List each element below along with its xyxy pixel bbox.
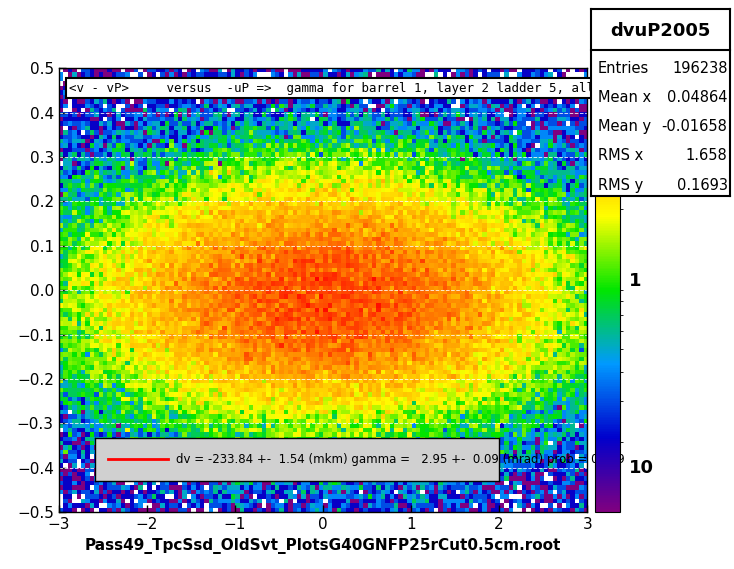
Text: Entries: Entries xyxy=(597,61,649,76)
Text: -0.01658: -0.01658 xyxy=(661,119,727,134)
Text: 1: 1 xyxy=(629,273,642,290)
Text: 10: 10 xyxy=(629,459,654,477)
Text: 196238: 196238 xyxy=(672,61,727,76)
X-axis label: Pass49_TpcSsd_OldSvt_PlotsG40GNFP25rCut0.5cm.root: Pass49_TpcSsd_OldSvt_PlotsG40GNFP25rCut0… xyxy=(84,538,562,554)
Text: 0: 0 xyxy=(629,68,640,83)
Text: 0.1693: 0.1693 xyxy=(677,178,727,192)
Text: <v - vP>     versus  -uP =>  gamma for barrel 1, layer 2 ladder 5, all wafers: <v - vP> versus -uP => gamma for barrel … xyxy=(69,81,647,94)
Text: RMS x: RMS x xyxy=(597,149,643,163)
Text: 0.04864: 0.04864 xyxy=(667,90,727,105)
Text: Mean y: Mean y xyxy=(597,119,651,134)
Text: dv = -233.84 +-  1.54 (mkm) gamma =   2.95 +-  0.09 (mrad) prob = 0.449: dv = -233.84 +- 1.54 (mkm) gamma = 2.95 … xyxy=(176,453,625,466)
Text: dvuP2005: dvuP2005 xyxy=(611,22,711,40)
Text: 1.658: 1.658 xyxy=(686,149,727,163)
Text: RMS y: RMS y xyxy=(597,178,643,192)
Text: Mean x: Mean x xyxy=(597,90,651,105)
